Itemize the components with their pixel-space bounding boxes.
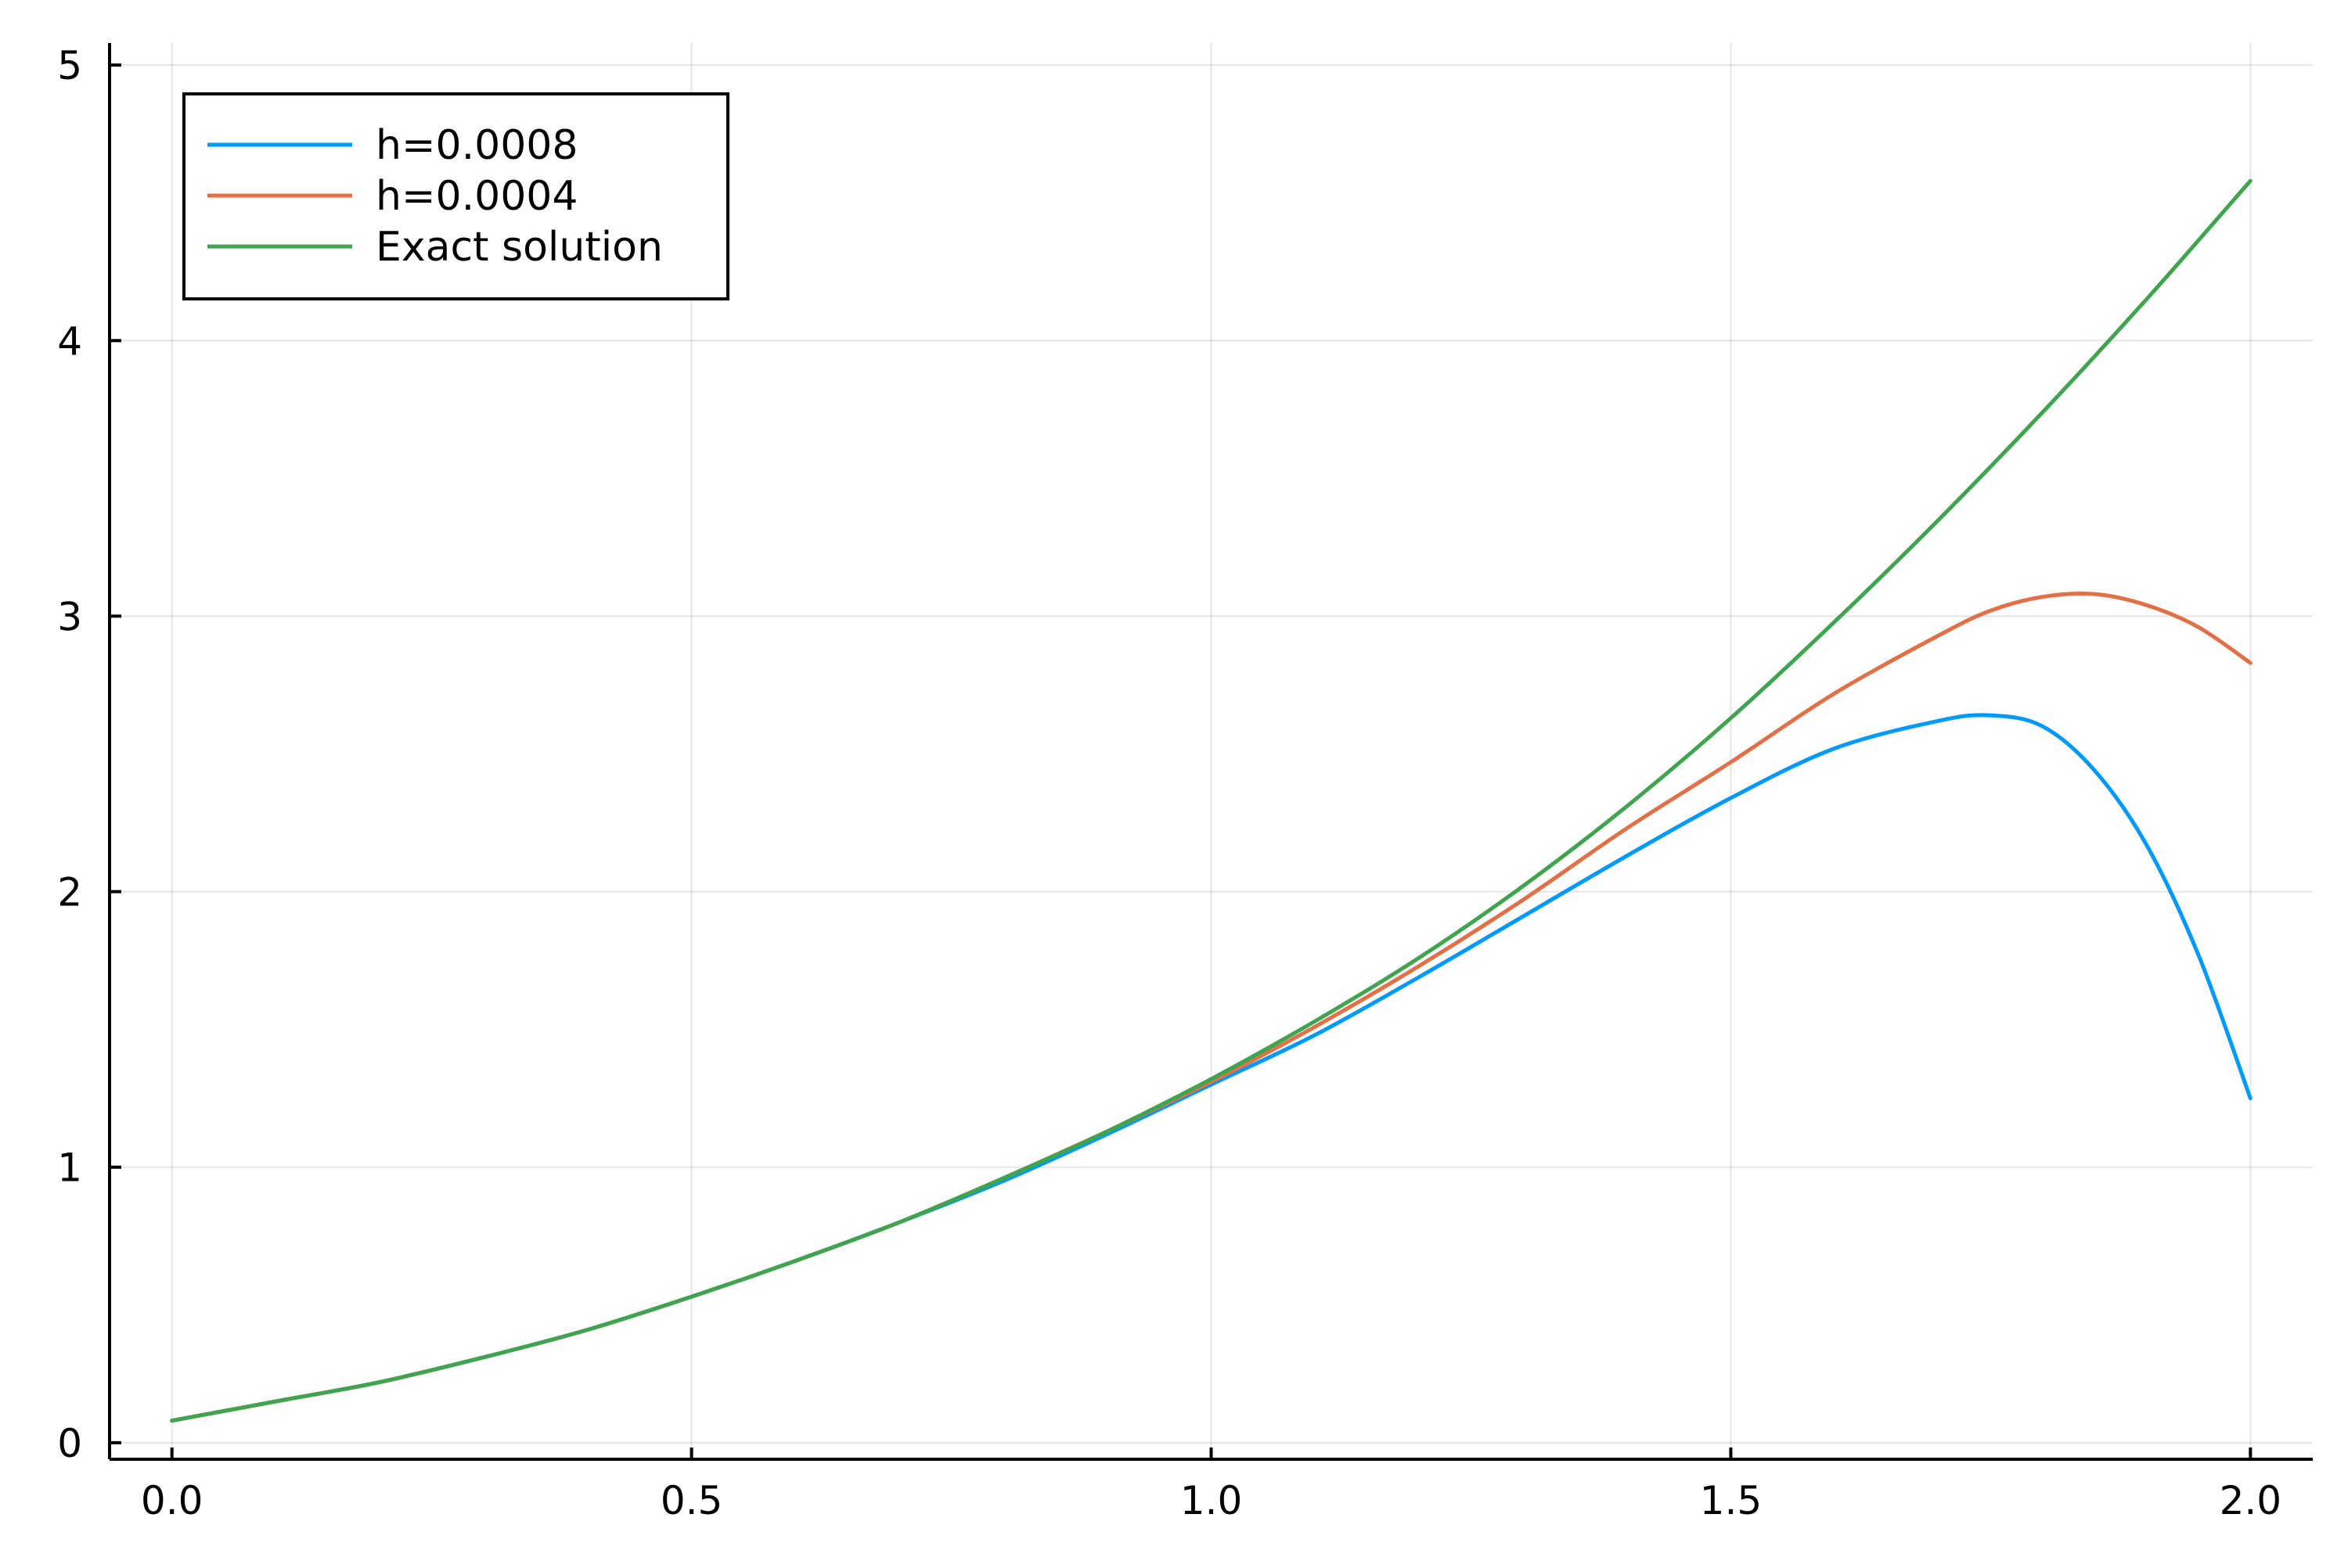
x-tick-label: 0.5 xyxy=(661,1478,723,1523)
x-tick-label: 2.0 xyxy=(2220,1478,2282,1523)
tick-labels: 0.0 0.5 1.0 1.5 2.0 0 1 2 3 4 5 xyxy=(57,43,2281,1523)
x-tick-label: 0.0 xyxy=(141,1478,203,1523)
x-tick-label: 1.0 xyxy=(1180,1478,1243,1523)
series-lines xyxy=(170,178,2253,1423)
y-tick-label: 0 xyxy=(57,1421,82,1466)
legend-label: h=0.0008 xyxy=(376,122,578,169)
y-tick-label: 2 xyxy=(57,870,82,915)
grid xyxy=(110,43,2313,1459)
x-tick-label: 1.5 xyxy=(1700,1478,1763,1523)
axes xyxy=(108,43,2313,1461)
legend-label: h=0.0004 xyxy=(376,173,578,220)
series-line-exact-solution xyxy=(170,178,2253,1423)
legend-label: Exact solution xyxy=(376,224,663,271)
y-tick-label: 3 xyxy=(57,594,82,639)
y-tick-label: 5 xyxy=(57,43,82,88)
y-tick-label: 4 xyxy=(57,318,82,364)
y-tick-label: 1 xyxy=(57,1145,82,1191)
